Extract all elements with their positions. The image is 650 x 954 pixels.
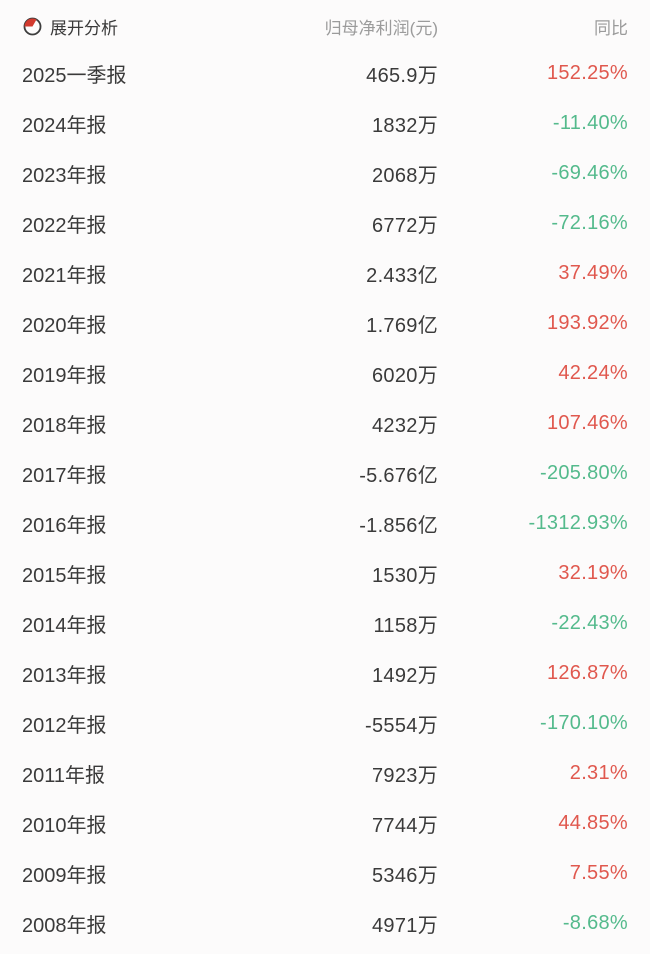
yoy-change-value: -205.80% bbox=[539, 461, 628, 484]
net-profit-value: 6772万 bbox=[372, 214, 438, 237]
net-profit-value: -5.676亿 bbox=[359, 464, 438, 487]
net-profit-value: 2.433亿 bbox=[366, 264, 438, 287]
report-period-label: 2015年报 bbox=[22, 564, 107, 587]
yoy-change-value: -69.46% bbox=[551, 161, 628, 184]
report-period-label: 2024年报 bbox=[22, 114, 107, 137]
report-period-label: 2021年报 bbox=[22, 264, 107, 287]
net-profit-value: 4232万 bbox=[372, 414, 438, 437]
net-profit-value: 4971万 bbox=[372, 914, 438, 937]
yoy-change-value: 44.85% bbox=[558, 811, 628, 834]
report-period-label: 2025一季报 bbox=[22, 64, 127, 87]
net-profit-value: 1492万 bbox=[372, 664, 438, 687]
yoy-change-value: -8.68% bbox=[562, 911, 628, 934]
yoy-change-value: -72.16% bbox=[551, 211, 628, 234]
table-row[interactable]: 2013年报 1492万 126.87% bbox=[22, 648, 628, 698]
net-profit-value: 465.9万 bbox=[366, 64, 438, 87]
report-period-label: 2017年报 bbox=[22, 464, 107, 487]
yoy-change-value: 126.87% bbox=[546, 661, 628, 684]
table-row[interactable]: 2008年报 4971万 -8.68% bbox=[22, 898, 628, 948]
pie-chart-icon bbox=[22, 16, 43, 37]
yoy-change-value: 7.55% bbox=[569, 861, 628, 884]
table-header: 展开分析 归母净利润(元) 同比 bbox=[22, 4, 628, 48]
report-period-label: 2023年报 bbox=[22, 164, 107, 187]
report-rows: 2025一季报 465.9万 152.25% 2024年报 1832万 -11.… bbox=[22, 48, 628, 948]
yoy-change-value: -11.40% bbox=[552, 111, 628, 134]
report-period-label: 2008年报 bbox=[22, 914, 107, 937]
table-row[interactable]: 2023年报 2068万 -69.46% bbox=[22, 148, 628, 198]
yoy-change-value: 152.25% bbox=[546, 61, 628, 84]
yoy-change-value: 193.92% bbox=[546, 311, 628, 334]
table-row[interactable]: 2025一季报 465.9万 152.25% bbox=[22, 48, 628, 98]
report-period-label: 2020年报 bbox=[22, 314, 107, 337]
table-row[interactable]: 2021年报 2.433亿 37.49% bbox=[22, 248, 628, 298]
net-profit-value: 7923万 bbox=[372, 764, 438, 787]
net-profit-value: 6020万 bbox=[372, 364, 438, 387]
net-profit-value: 2068万 bbox=[372, 164, 438, 187]
report-period-label: 2018年报 bbox=[22, 414, 107, 437]
table-row[interactable]: 2010年报 7744万 44.85% bbox=[22, 798, 628, 848]
yoy-change-value: -1312.93% bbox=[528, 511, 628, 534]
column-header-yoy: 同比 bbox=[594, 18, 628, 38]
yoy-change-value: 37.49% bbox=[558, 261, 628, 284]
net-profit-value: 1530万 bbox=[372, 564, 438, 587]
table-row[interactable]: 2024年报 1832万 -11.40% bbox=[22, 98, 628, 148]
report-period-label: 2012年报 bbox=[22, 714, 107, 737]
report-period-label: 2016年报 bbox=[22, 514, 107, 537]
net-profit-value: -1.856亿 bbox=[359, 514, 438, 537]
report-period-label: 2013年报 bbox=[22, 664, 107, 687]
table-row[interactable]: 2014年报 1158万 -22.43% bbox=[22, 598, 628, 648]
table-row[interactable]: 2016年报 -1.856亿 -1312.93% bbox=[22, 498, 628, 548]
yoy-change-value: 42.24% bbox=[558, 361, 628, 384]
yoy-change-value: 32.19% bbox=[558, 561, 628, 584]
net-profit-value: -5554万 bbox=[365, 714, 438, 737]
yoy-change-value: 2.31% bbox=[569, 761, 628, 784]
table-row[interactable]: 2022年报 6772万 -72.16% bbox=[22, 198, 628, 248]
table-row[interactable]: 2015年报 1530万 32.19% bbox=[22, 548, 628, 598]
net-profit-value: 1.769亿 bbox=[366, 314, 438, 337]
net-profit-value: 5346万 bbox=[372, 864, 438, 887]
table-row[interactable]: 2009年报 5346万 7.55% bbox=[22, 848, 628, 898]
yoy-change-value: 107.46% bbox=[546, 411, 628, 434]
report-period-label: 2022年报 bbox=[22, 214, 107, 237]
table-row[interactable]: 2017年报 -5.676亿 -205.80% bbox=[22, 448, 628, 498]
table-row[interactable]: 2019年报 6020万 42.24% bbox=[22, 348, 628, 398]
expand-analysis-button[interactable]: 展开分析 bbox=[22, 14, 118, 39]
expand-analysis-label: 展开分析 bbox=[50, 18, 118, 38]
net-profit-value: 7744万 bbox=[372, 814, 438, 837]
table-row[interactable]: 2018年报 4232万 107.46% bbox=[22, 398, 628, 448]
report-period-label: 2014年报 bbox=[22, 614, 107, 637]
table-row[interactable]: 2012年报 -5554万 -170.10% bbox=[22, 698, 628, 748]
report-period-label: 2009年报 bbox=[22, 864, 107, 887]
report-period-label: 2019年报 bbox=[22, 364, 107, 387]
net-profit-value: 1158万 bbox=[373, 614, 438, 637]
report-period-label: 2011年报 bbox=[22, 764, 106, 787]
column-header-net-profit: 归母净利润(元) bbox=[324, 18, 438, 38]
yoy-change-value: -170.10% bbox=[539, 711, 628, 734]
report-period-label: 2010年报 bbox=[22, 814, 107, 837]
net-profit-value: 1832万 bbox=[372, 114, 438, 137]
yoy-change-value: -22.43% bbox=[551, 611, 628, 634]
table-row[interactable]: 2011年报 7923万 2.31% bbox=[22, 748, 628, 798]
table-row[interactable]: 2020年报 1.769亿 193.92% bbox=[22, 298, 628, 348]
